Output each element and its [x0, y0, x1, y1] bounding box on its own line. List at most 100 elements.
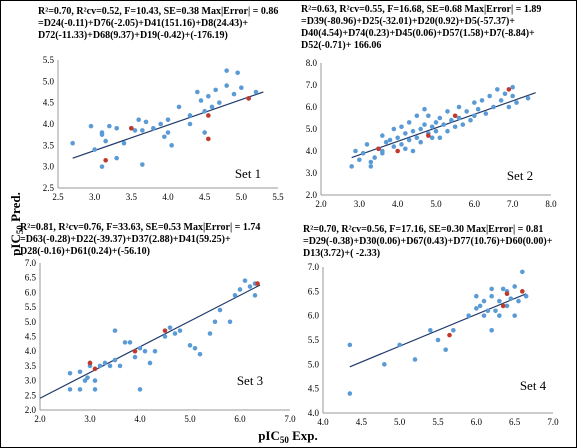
equation-line: =D63(-0.28)+D22(-39.37)+D37(2.88)+D41(59… [20, 234, 231, 245]
data-point [224, 68, 229, 73]
equation-line: D72(-11.33)+D68(9.37)+D19(-0.42)+(-176.1… [38, 30, 228, 41]
highlight-point [504, 291, 510, 297]
data-point [114, 155, 119, 161]
equation: R²=0.63, R²cv=0.55, F=16.68, SE=0.68 Max… [301, 4, 541, 51]
data-point [508, 296, 514, 301]
data-point [242, 278, 248, 283]
highlight-point [206, 113, 211, 118]
data-point [253, 89, 259, 95]
data-point [132, 128, 138, 133]
data-point [474, 293, 479, 299]
y-tick-label: 6.0 [308, 311, 320, 321]
set-label: Set 1 [235, 166, 261, 181]
data-point [387, 137, 393, 143]
data-point [140, 162, 145, 167]
y-tick-label: 6.5 [25, 273, 37, 283]
x-tick-label: 4.5 [199, 192, 211, 202]
data-point [197, 351, 203, 357]
x-tick-label: 2.5 [52, 192, 64, 202]
y-tick-label: 3.5 [25, 361, 37, 371]
y-tick-label: 5.5 [25, 302, 37, 312]
data-point [516, 298, 521, 304]
data-point [422, 106, 427, 112]
equation: R²=0.81, R²cv=0.76, F=33.63, SE=0.53 Max… [20, 222, 260, 257]
data-point [172, 331, 178, 336]
data-point [207, 331, 213, 336]
equation: R²=0.70, R²cv=0.56, F=17.16, SE=0.30 Max… [303, 224, 553, 259]
equation-line: R²=0.70, R²cv=0.56, F=17.16, SE=0.30 Max… [303, 224, 543, 235]
data-point [422, 122, 427, 127]
data-point [479, 98, 485, 103]
y-tick-label: 7.0 [308, 262, 320, 272]
data-point [399, 124, 404, 130]
highlight-point [452, 113, 458, 119]
y-tick-label: 5.0 [308, 359, 320, 369]
data-point [162, 334, 168, 339]
regression-line [349, 293, 527, 368]
set-label: Set 4 [520, 378, 547, 393]
x-tick-label: 6.5 [509, 417, 521, 427]
data-point [187, 121, 193, 127]
data-point [107, 123, 112, 129]
data-point [418, 139, 423, 145]
highlight-point [506, 87, 512, 92]
data-point [136, 117, 141, 123]
data-point [489, 327, 494, 333]
data-point [176, 104, 182, 110]
data-point [443, 347, 448, 353]
y-tick-label: 7.0 [306, 80, 318, 90]
data-point [491, 104, 496, 110]
data-point [428, 327, 433, 333]
data-point [414, 113, 420, 119]
y-tick-label: 2.0 [25, 405, 37, 415]
data-point [498, 98, 504, 103]
data-point [368, 159, 374, 165]
data-point [209, 104, 215, 110]
data-point [504, 303, 510, 309]
equation-line: D52(-0.71)+ 166.06 [301, 40, 381, 51]
data-point [198, 98, 204, 103]
data-point [523, 293, 529, 299]
data-point [142, 348, 148, 354]
data-point [429, 135, 435, 141]
equation-line: R²=0.63, R²cv=0.55, F=16.68, SE=0.68 Max… [301, 4, 541, 15]
data-point [187, 343, 193, 348]
data-point [162, 134, 167, 140]
data-point [403, 146, 408, 152]
data-point [410, 128, 416, 134]
x-tick-label: 4.0 [134, 414, 146, 424]
x-tick-label: 5.5 [272, 192, 284, 202]
data-point [239, 85, 244, 91]
data-point [232, 293, 238, 298]
y-tick-label: 4.5 [43, 98, 55, 108]
data-point [112, 328, 118, 333]
data-point [368, 164, 374, 169]
data-point [151, 125, 156, 131]
y-tick-label: 4.0 [43, 119, 55, 129]
data-point [140, 128, 145, 133]
data-point [506, 104, 512, 110]
data-point [433, 120, 439, 125]
data-point [418, 126, 423, 132]
y-tick-label: 3.0 [43, 162, 55, 172]
x-tick-label: 3.5 [126, 192, 138, 202]
x-tick-label: 2.0 [315, 199, 327, 209]
y-tick-label: 6.0 [25, 287, 37, 297]
data-point [383, 139, 389, 145]
regression-line [39, 284, 261, 399]
data-point [353, 148, 358, 154]
data-point [456, 104, 462, 110]
data-point [382, 362, 387, 367]
data-point [99, 132, 105, 137]
data-point [103, 138, 108, 144]
regression-line [72, 91, 264, 159]
panels: R²=0.70, R²cv=0.52, F=10.43, SE=0.38 Max… [20, 4, 559, 427]
data-point [391, 126, 397, 132]
data-point [380, 148, 385, 154]
data-point [437, 115, 443, 121]
data-point [347, 342, 353, 348]
data-point [426, 113, 431, 119]
equation: R²=0.70, R²cv=0.52, F=10.43, SE=0.38 Max… [38, 6, 278, 41]
y-tick-label: 6.0 [306, 102, 318, 112]
